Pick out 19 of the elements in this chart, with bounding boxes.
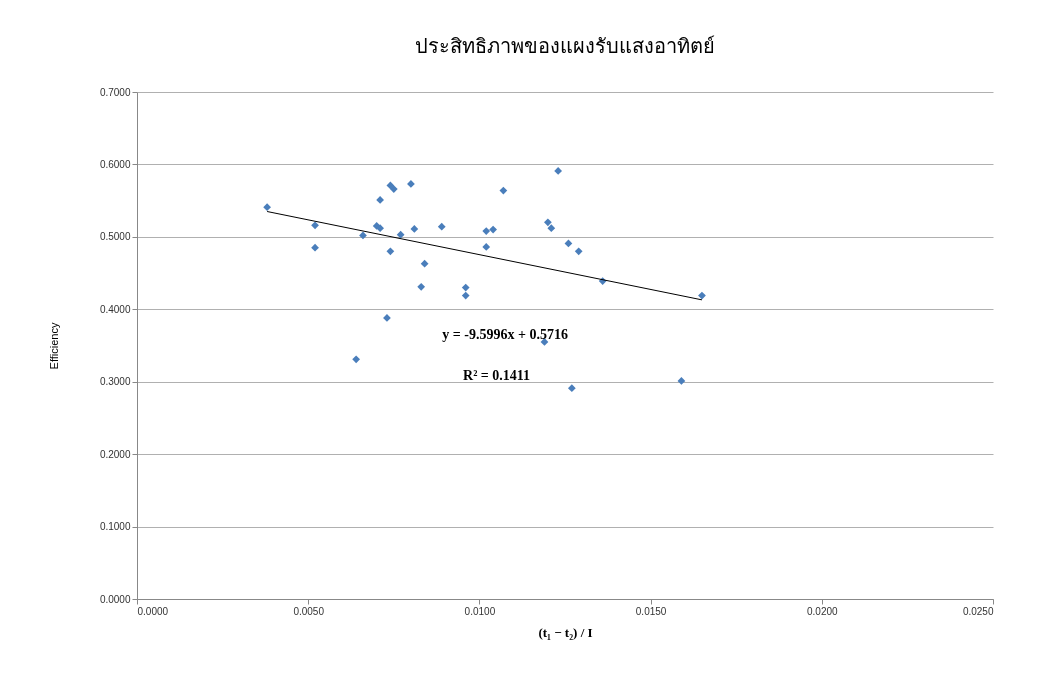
y-tick-label: 0.7000 <box>99 86 131 98</box>
x-tick-label: 0.0250 <box>962 605 994 617</box>
y-tick-label: 0.0000 <box>99 593 131 605</box>
x-tick-label: 0.0050 <box>293 605 325 617</box>
y-tick-label: 0.4000 <box>99 303 131 315</box>
y-axis-title: Efficiency <box>47 322 60 370</box>
y-tick-label: 0.2000 <box>99 448 131 460</box>
annotation: y = -9.5996x + 0.5716 <box>442 327 568 343</box>
y-tick-label: 0.1000 <box>99 521 131 533</box>
y-tick-label: 0.3000 <box>99 376 131 388</box>
annotation: R² = 0.1411 <box>463 367 531 383</box>
y-tick-label: 0.5000 <box>99 231 131 243</box>
y-tick-label: 0.6000 <box>99 158 131 170</box>
x-tick-label: 0.0100 <box>464 605 496 617</box>
x-tick-label: 0.0200 <box>807 605 839 617</box>
x-tick-label: 0.0000 <box>137 605 169 617</box>
chart-title: ประสิทธิภาพของแผงรับแสงอาทิตย์ <box>415 35 715 57</box>
x-tick-label: 0.0150 <box>635 605 667 617</box>
x-axis-title: (t₁ − t₂) / I <box>538 624 593 640</box>
